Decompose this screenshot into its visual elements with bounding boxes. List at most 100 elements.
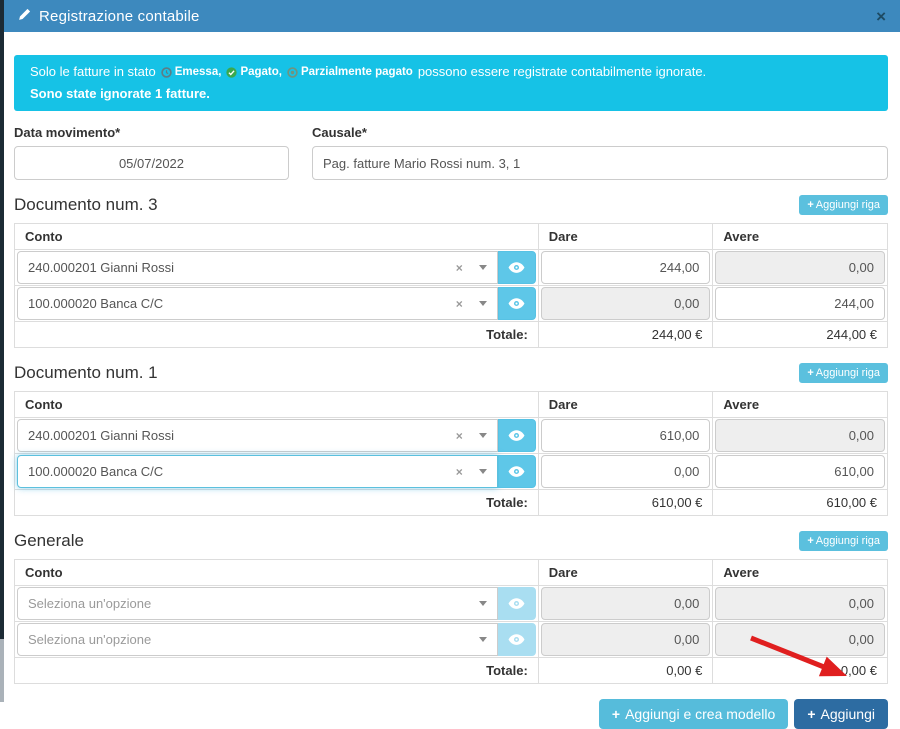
add-row-button[interactable]: +Aggiungi riga: [799, 531, 888, 551]
clock-circle-icon: [161, 67, 172, 78]
totale-label: Totale:: [15, 322, 539, 348]
section-title: Generale: [14, 531, 84, 551]
causale-input[interactable]: [312, 146, 888, 180]
table-row: 240.000201 Gianni Rossi ×: [15, 250, 888, 286]
conto-select-value: 240.000201 Gianni Rossi: [28, 260, 456, 275]
totale-dare: 244,00 €: [538, 322, 713, 348]
modal-title: Registrazione contabile: [39, 8, 200, 25]
clear-icon[interactable]: ×: [456, 297, 463, 311]
eye-button[interactable]: [498, 587, 536, 620]
totale-label: Totale:: [15, 658, 539, 684]
section-title: Documento num. 3: [14, 195, 158, 215]
eye-button[interactable]: [498, 419, 536, 452]
totals-row: Totale: 0,00 € 0,00 €: [15, 658, 888, 684]
dare-input[interactable]: [541, 455, 711, 488]
add-row-button[interactable]: +Aggiungi riga: [799, 363, 888, 383]
avere-input[interactable]: [715, 587, 885, 620]
totale-label: Totale:: [15, 490, 539, 516]
section-documento-3: Documento num. 3 +Aggiungi riga Conto Da…: [14, 195, 888, 348]
close-button[interactable]: ×: [876, 8, 886, 25]
col-header-dare: Dare: [538, 224, 713, 250]
status-label: Parzialmente pagato: [301, 63, 413, 81]
status-badge-emessa: Emessa,: [161, 63, 222, 81]
avere-input[interactable]: [715, 623, 885, 656]
table-row: 100.000020 Banca C/C ×: [15, 286, 888, 322]
conto-select[interactable]: 100.000020 Banca C/C ×: [17, 287, 498, 320]
col-header-avere: Avere: [713, 560, 888, 586]
aggiungi-crea-modello-button[interactable]: + Aggiungi e crea modello: [599, 699, 788, 729]
modal-body: Solo le fatture in stato Emessa, Pagato,…: [0, 32, 900, 729]
causale-label: Causale*: [312, 125, 888, 140]
conto-select-value: 240.000201 Gianni Rossi: [28, 428, 456, 443]
col-header-avere: Avere: [713, 392, 888, 418]
plus-icon: +: [612, 706, 620, 722]
col-header-dare: Dare: [538, 560, 713, 586]
col-header-conto: Conto: [15, 392, 539, 418]
aggiungi-button[interactable]: + Aggiungi: [794, 699, 888, 729]
plus-icon: +: [807, 535, 813, 547]
totale-dare: 610,00 €: [538, 490, 713, 516]
add-row-button[interactable]: +Aggiungi riga: [799, 195, 888, 215]
table-row: 240.000201 Gianni Rossi ×: [15, 418, 888, 454]
plus-icon: +: [807, 706, 815, 722]
conto-select[interactable]: Seleziona un'opzione: [17, 623, 498, 656]
conto-select[interactable]: 240.000201 Gianni Rossi ×: [17, 251, 498, 284]
table-row: Seleziona un'opzione: [15, 622, 888, 658]
accounting-table: Conto Dare Avere 240.000201 Gianni Rossi…: [14, 223, 888, 348]
conto-select-placeholder: Seleziona un'opzione: [28, 632, 479, 647]
avere-input[interactable]: [715, 419, 885, 452]
chevron-down-icon: [479, 469, 487, 474]
totale-avere: 610,00 €: [713, 490, 888, 516]
eye-button[interactable]: [498, 623, 536, 656]
pencil-icon: [18, 8, 31, 25]
conto-select-placeholder: Seleziona un'opzione: [28, 596, 479, 611]
avere-input[interactable]: [715, 287, 885, 320]
chevron-down-icon: [479, 601, 487, 606]
col-header-conto: Conto: [15, 224, 539, 250]
chevron-down-icon: [479, 433, 487, 438]
date-input[interactable]: [14, 146, 289, 180]
conto-select[interactable]: Seleziona un'opzione: [17, 587, 498, 620]
accounting-table: Conto Dare Avere 240.000201 Gianni Rossi…: [14, 391, 888, 516]
eye-button[interactable]: [498, 251, 536, 284]
accounting-table: Conto Dare Avere Seleziona un'opzione: [14, 559, 888, 684]
totale-avere: 244,00 €: [713, 322, 888, 348]
dare-input[interactable]: [541, 587, 711, 620]
info-alert: Solo le fatture in stato Emessa, Pagato,…: [14, 55, 888, 111]
date-label: Data movimento*: [14, 125, 289, 140]
eye-button[interactable]: [498, 287, 536, 320]
conto-select[interactable]: 240.000201 Gianni Rossi ×: [17, 419, 498, 452]
chevron-down-icon: [479, 265, 487, 270]
alert-outro-text: possono essere registrate contabilmente …: [418, 63, 706, 81]
plus-icon: +: [807, 199, 813, 211]
alert-ignored-line: Sono state ignorate 1 fatture.: [30, 86, 872, 102]
totale-dare: 0,00 €: [538, 658, 713, 684]
status-badge-pagato: Pagato,: [226, 63, 282, 81]
modal-header: Registrazione contabile ×: [0, 0, 900, 32]
clear-icon[interactable]: ×: [456, 429, 463, 443]
dare-input[interactable]: [541, 287, 711, 320]
add-row-label: Aggiungi riga: [816, 367, 880, 379]
avere-input[interactable]: [715, 455, 885, 488]
check-circle-icon: [226, 67, 237, 78]
dare-input[interactable]: [541, 623, 711, 656]
section-title: Documento num. 1: [14, 363, 158, 383]
table-row: 100.000020 Banca C/C ×: [15, 454, 888, 490]
chevron-down-icon: [479, 301, 487, 306]
aggiungi-crea-modello-label: Aggiungi e crea modello: [625, 706, 775, 722]
conto-select-value: 100.000020 Banca C/C: [28, 296, 456, 311]
totals-row: Totale: 610,00 € 610,00 €: [15, 490, 888, 516]
plus-icon: +: [807, 367, 813, 379]
aggiungi-label: Aggiungi: [821, 706, 876, 722]
dare-input[interactable]: [541, 419, 711, 452]
dare-input[interactable]: [541, 251, 711, 284]
clear-icon[interactable]: ×: [456, 261, 463, 275]
clear-icon[interactable]: ×: [456, 465, 463, 479]
background-page-edge: [0, 0, 4, 702]
alert-intro-text: Solo le fatture in stato: [30, 63, 156, 81]
section-generale: Generale +Aggiungi riga Conto Dare Avere…: [14, 531, 888, 684]
eye-button[interactable]: [498, 455, 536, 488]
conto-select[interactable]: 100.000020 Banca C/C ×: [17, 455, 498, 488]
table-row: Seleziona un'opzione: [15, 586, 888, 622]
avere-input[interactable]: [715, 251, 885, 284]
